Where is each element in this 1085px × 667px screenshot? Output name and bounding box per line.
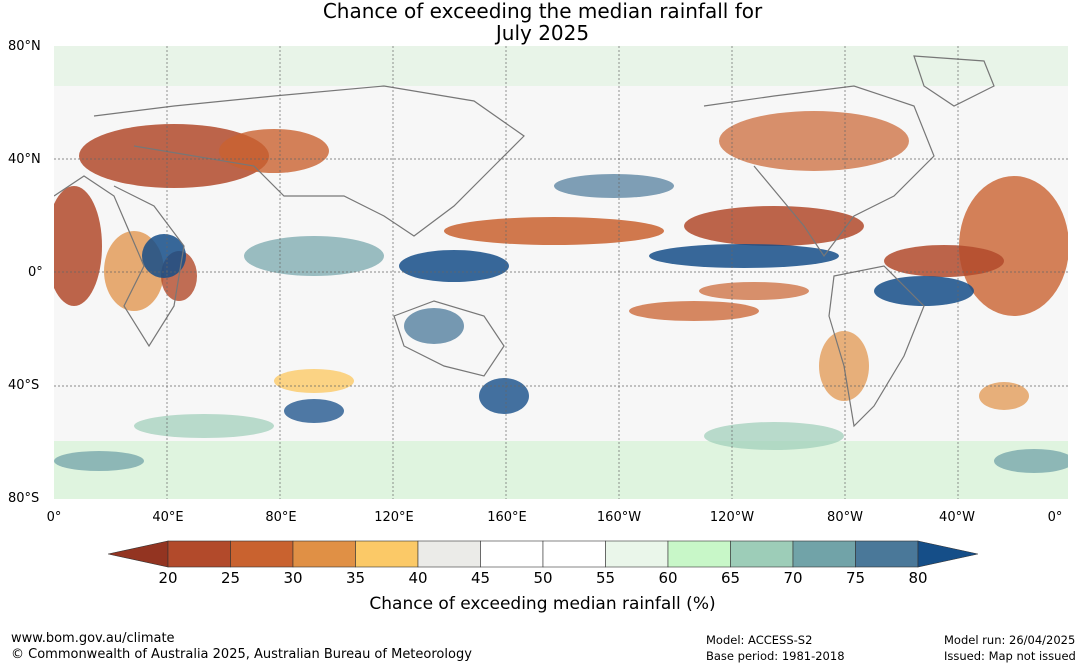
graticule bbox=[54, 46, 1068, 499]
lon-label-160e: 160°E bbox=[487, 510, 527, 525]
colorbar bbox=[108, 540, 978, 568]
colorbar-segment bbox=[730, 540, 794, 568]
colorbar-tick-label: 35 bbox=[345, 569, 366, 587]
map-svg bbox=[54, 46, 1068, 499]
lon-label-160w: 160°W bbox=[596, 510, 642, 525]
colorbar-segment bbox=[605, 540, 669, 568]
lat-label-40s: 40°S bbox=[8, 378, 40, 393]
colorbar-low-extension bbox=[108, 540, 169, 568]
dry-anomaly-regions bbox=[54, 111, 1068, 410]
colorbar-tick-label: 50 bbox=[533, 569, 553, 587]
footer-model: Model: ACCESS-S2 bbox=[706, 633, 813, 647]
footer-model-run: Model run: 26/04/2025 bbox=[944, 633, 1076, 647]
colorbar-tick-label: 75 bbox=[845, 569, 866, 587]
map-title-line-1: Chance of exceeding the median rainfall … bbox=[322, 0, 763, 23]
lat-label-80s: 80°S bbox=[8, 491, 40, 506]
colorbar-segment bbox=[417, 540, 481, 568]
rainfall-probability-map bbox=[54, 46, 1068, 499]
lon-label-40w: 40°W bbox=[939, 510, 975, 525]
colorbar-segment bbox=[542, 540, 606, 568]
lon-label-40e: 40°E bbox=[152, 510, 184, 525]
lon-label-120w: 120°W bbox=[709, 510, 755, 525]
footer-issued: Issued: Map not issued bbox=[944, 649, 1076, 663]
colorbar-tick-label: 25 bbox=[220, 569, 241, 587]
colorbar-tick-label: 65 bbox=[720, 569, 741, 587]
colorbar-tick-label: 60 bbox=[658, 569, 678, 587]
lon-label-80w: 80°W bbox=[827, 510, 863, 525]
lat-label-40n: 40°N bbox=[8, 152, 41, 167]
colorbar-segment bbox=[792, 540, 856, 568]
colorbar-tick-label: 55 bbox=[595, 569, 616, 587]
colorbar-tick-label: 20 bbox=[158, 569, 178, 587]
colorbar-segment bbox=[355, 540, 419, 568]
colorbar-segment bbox=[167, 540, 231, 568]
colorbar-label: Chance of exceeding median rainfall (%) bbox=[369, 594, 716, 614]
wet-anomaly-regions bbox=[54, 174, 1068, 473]
colorbar-segment bbox=[230, 540, 294, 568]
colorbar-tick-label: 40 bbox=[408, 569, 428, 587]
coastlines bbox=[54, 55, 995, 428]
lon-label-80e: 80°E bbox=[265, 510, 297, 525]
colorbar-segment bbox=[292, 540, 356, 568]
lat-label-80n: 80°N bbox=[8, 39, 41, 54]
lon-label-0-right: 0° bbox=[1047, 510, 1063, 525]
lon-label-0: 0° bbox=[46, 510, 62, 525]
colorbar-segment bbox=[480, 540, 544, 568]
colorbar-tick-label: 70 bbox=[783, 569, 803, 587]
colorbar-segment bbox=[667, 540, 731, 568]
colorbar-high-extension bbox=[917, 540, 978, 568]
footer-base-period: Base period: 1981-2018 bbox=[706, 649, 845, 663]
footer-copyright: © Commonwealth of Australia 2025, Austra… bbox=[11, 647, 472, 662]
lon-label-120e: 120°E bbox=[374, 510, 414, 525]
lat-label-equator: 0° bbox=[28, 265, 43, 280]
map-title-line-2: July 2025 bbox=[495, 21, 590, 45]
footer-website: www.bom.gov.au/climate bbox=[11, 631, 175, 646]
colorbar-tick-label: 30 bbox=[283, 569, 303, 587]
colorbar-tick-label: 45 bbox=[470, 569, 491, 587]
colorbar-segment bbox=[855, 540, 919, 568]
colorbar-tick-label: 80 bbox=[908, 569, 928, 587]
